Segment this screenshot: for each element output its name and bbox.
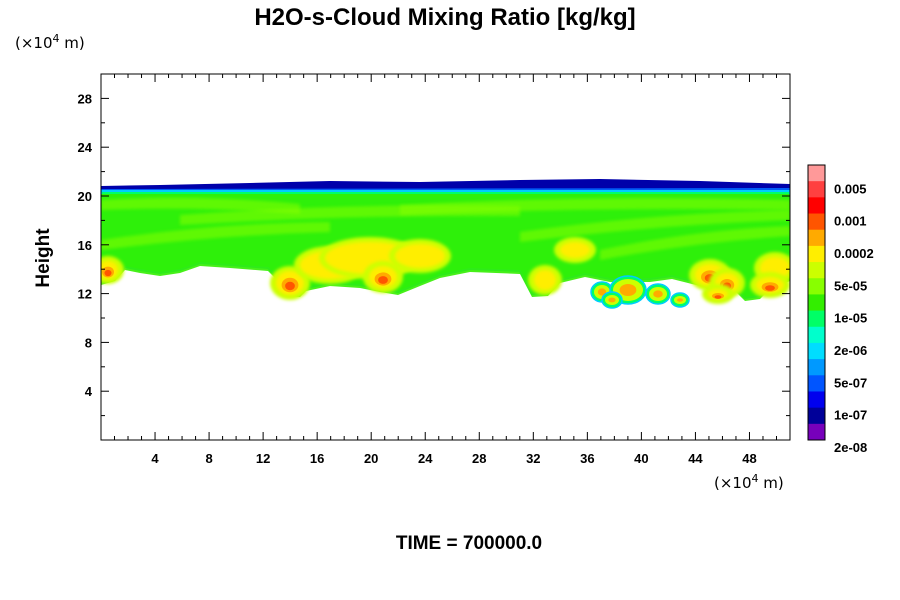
colorbar-swatch	[808, 359, 825, 376]
colorbar-frame	[807, 164, 826, 441]
colorbar-swatch	[808, 342, 825, 360]
x-tick-label: 36	[580, 451, 594, 466]
x-tick-label: 24	[418, 451, 433, 466]
x-tick-label: 32	[526, 451, 540, 466]
colorbar-swatch	[808, 407, 825, 425]
colorbar-swatch	[808, 326, 825, 344]
y-unit-label: (×104 m)	[15, 32, 85, 52]
chart-title: H2O-s-Cloud Mixing Ratio [kg/kg]	[254, 4, 635, 31]
colorbar-swatch	[808, 213, 825, 231]
colorbar-swatch	[808, 181, 825, 198]
x-tick-label: 40	[634, 451, 648, 466]
colorbar-swatch	[808, 294, 825, 312]
colorbar-label: 0.001	[834, 214, 867, 229]
colorbar-swatch	[808, 278, 825, 295]
plot-frame	[100, 73, 791, 441]
y-tick-label: 28	[78, 91, 92, 106]
colorbar-label: 2e-06	[834, 343, 867, 358]
colorbar-label: 5e-05	[834, 278, 867, 293]
y-tick-label: 12	[78, 287, 92, 302]
colorbar-swatch	[808, 310, 825, 328]
colorbar-label: 2e-08	[834, 440, 867, 455]
x-tick-label: 28	[472, 451, 486, 466]
colorbar-label: 1e-07	[834, 408, 867, 423]
colorbar-label: 5e-07	[834, 375, 867, 390]
x-tick-label: 44	[688, 451, 703, 466]
y-axis-label: Height	[33, 228, 54, 288]
colorbar-swatch	[808, 245, 825, 263]
colorbar-label: 1e-05	[834, 311, 867, 326]
colorbar-swatch	[808, 391, 825, 409]
y-tick-label: 20	[78, 189, 92, 204]
x-unit-label: (×104 m)	[714, 472, 784, 492]
colorbar-swatch	[808, 197, 825, 215]
y-tick-label: 4	[85, 384, 93, 399]
cloud-field	[101, 179, 790, 309]
x-tick-label: 8	[205, 451, 212, 466]
colorbar: 0.005 0.001 0.0002 5e-05 1e-05 2e-06 5e-07 1e-0…	[807, 164, 874, 455]
colorbar-swatch	[808, 165, 825, 182]
time-label: TIME = 700000.0	[396, 533, 542, 554]
y-tick-label: 16	[78, 238, 92, 253]
x-tick-label: 16	[310, 451, 324, 466]
colorbar-swatch	[808, 423, 825, 441]
x-axis: 4 8 12 16 20 24 28 32 36 40 44 48	[114, 74, 777, 466]
y-tick-label: 24	[78, 140, 93, 155]
colorbar-label: 0.005	[834, 181, 867, 196]
colorbar-swatch	[808, 375, 825, 392]
y-tick-label: 8	[85, 335, 92, 350]
colorbar-swatch	[808, 229, 825, 247]
x-tick-label: 4	[151, 451, 159, 466]
x-tick-label: 12	[256, 451, 270, 466]
x-tick-label: 48	[742, 451, 756, 466]
x-tick-label: 20	[364, 451, 378, 466]
colorbar-label: 0.0002	[834, 246, 874, 261]
colorbar-swatch	[808, 262, 825, 279]
y-axis: 4 8 12 16 20 24 28	[78, 73, 790, 417]
